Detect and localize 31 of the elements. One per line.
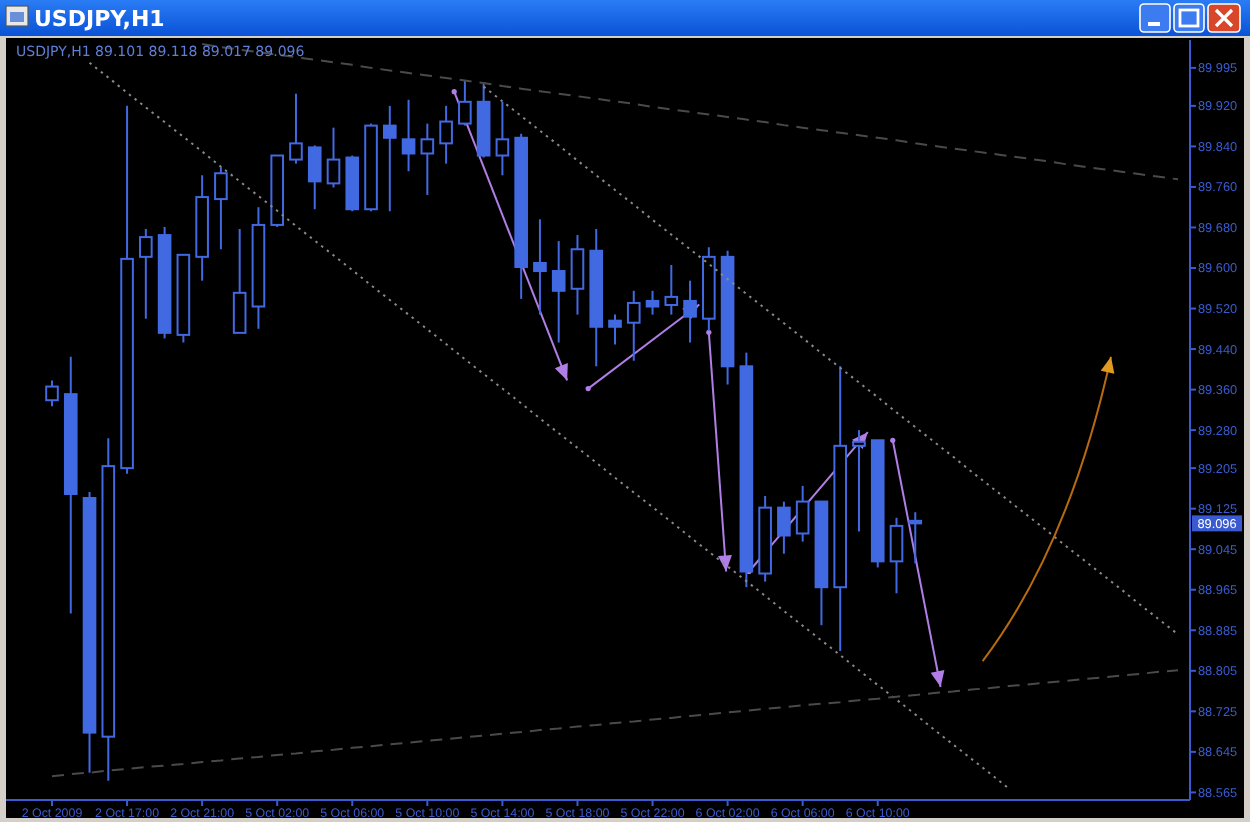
candlestick xyxy=(307,144,322,211)
line-series xyxy=(88,61,1011,790)
candlestick xyxy=(420,122,435,197)
candlestick xyxy=(795,484,810,543)
line-series xyxy=(201,43,1179,181)
candlestick xyxy=(495,100,510,177)
candlestick xyxy=(551,240,566,344)
candlestick xyxy=(570,234,585,316)
candlestick xyxy=(139,227,153,320)
chart-title: USDJPY,H1 xyxy=(34,6,165,32)
candlestick xyxy=(439,104,453,165)
candlestick xyxy=(626,289,641,362)
candlestick xyxy=(326,126,341,189)
candlestick xyxy=(401,98,416,173)
candlestick xyxy=(45,379,59,408)
candlestick xyxy=(683,279,697,344)
line-series xyxy=(51,669,1179,778)
candlestick xyxy=(232,227,247,334)
candlestick xyxy=(214,166,228,251)
candlestick xyxy=(458,79,472,127)
candlestick xyxy=(533,218,547,316)
candlestick xyxy=(889,516,904,595)
candlestick xyxy=(382,104,397,213)
candlestick xyxy=(289,92,303,165)
line-series xyxy=(482,85,1179,636)
candlestick xyxy=(777,500,791,555)
candlestick xyxy=(852,429,866,533)
candlestick xyxy=(664,263,679,316)
candlestick xyxy=(645,289,660,316)
candlestick xyxy=(908,511,923,565)
candlestick xyxy=(608,313,622,346)
